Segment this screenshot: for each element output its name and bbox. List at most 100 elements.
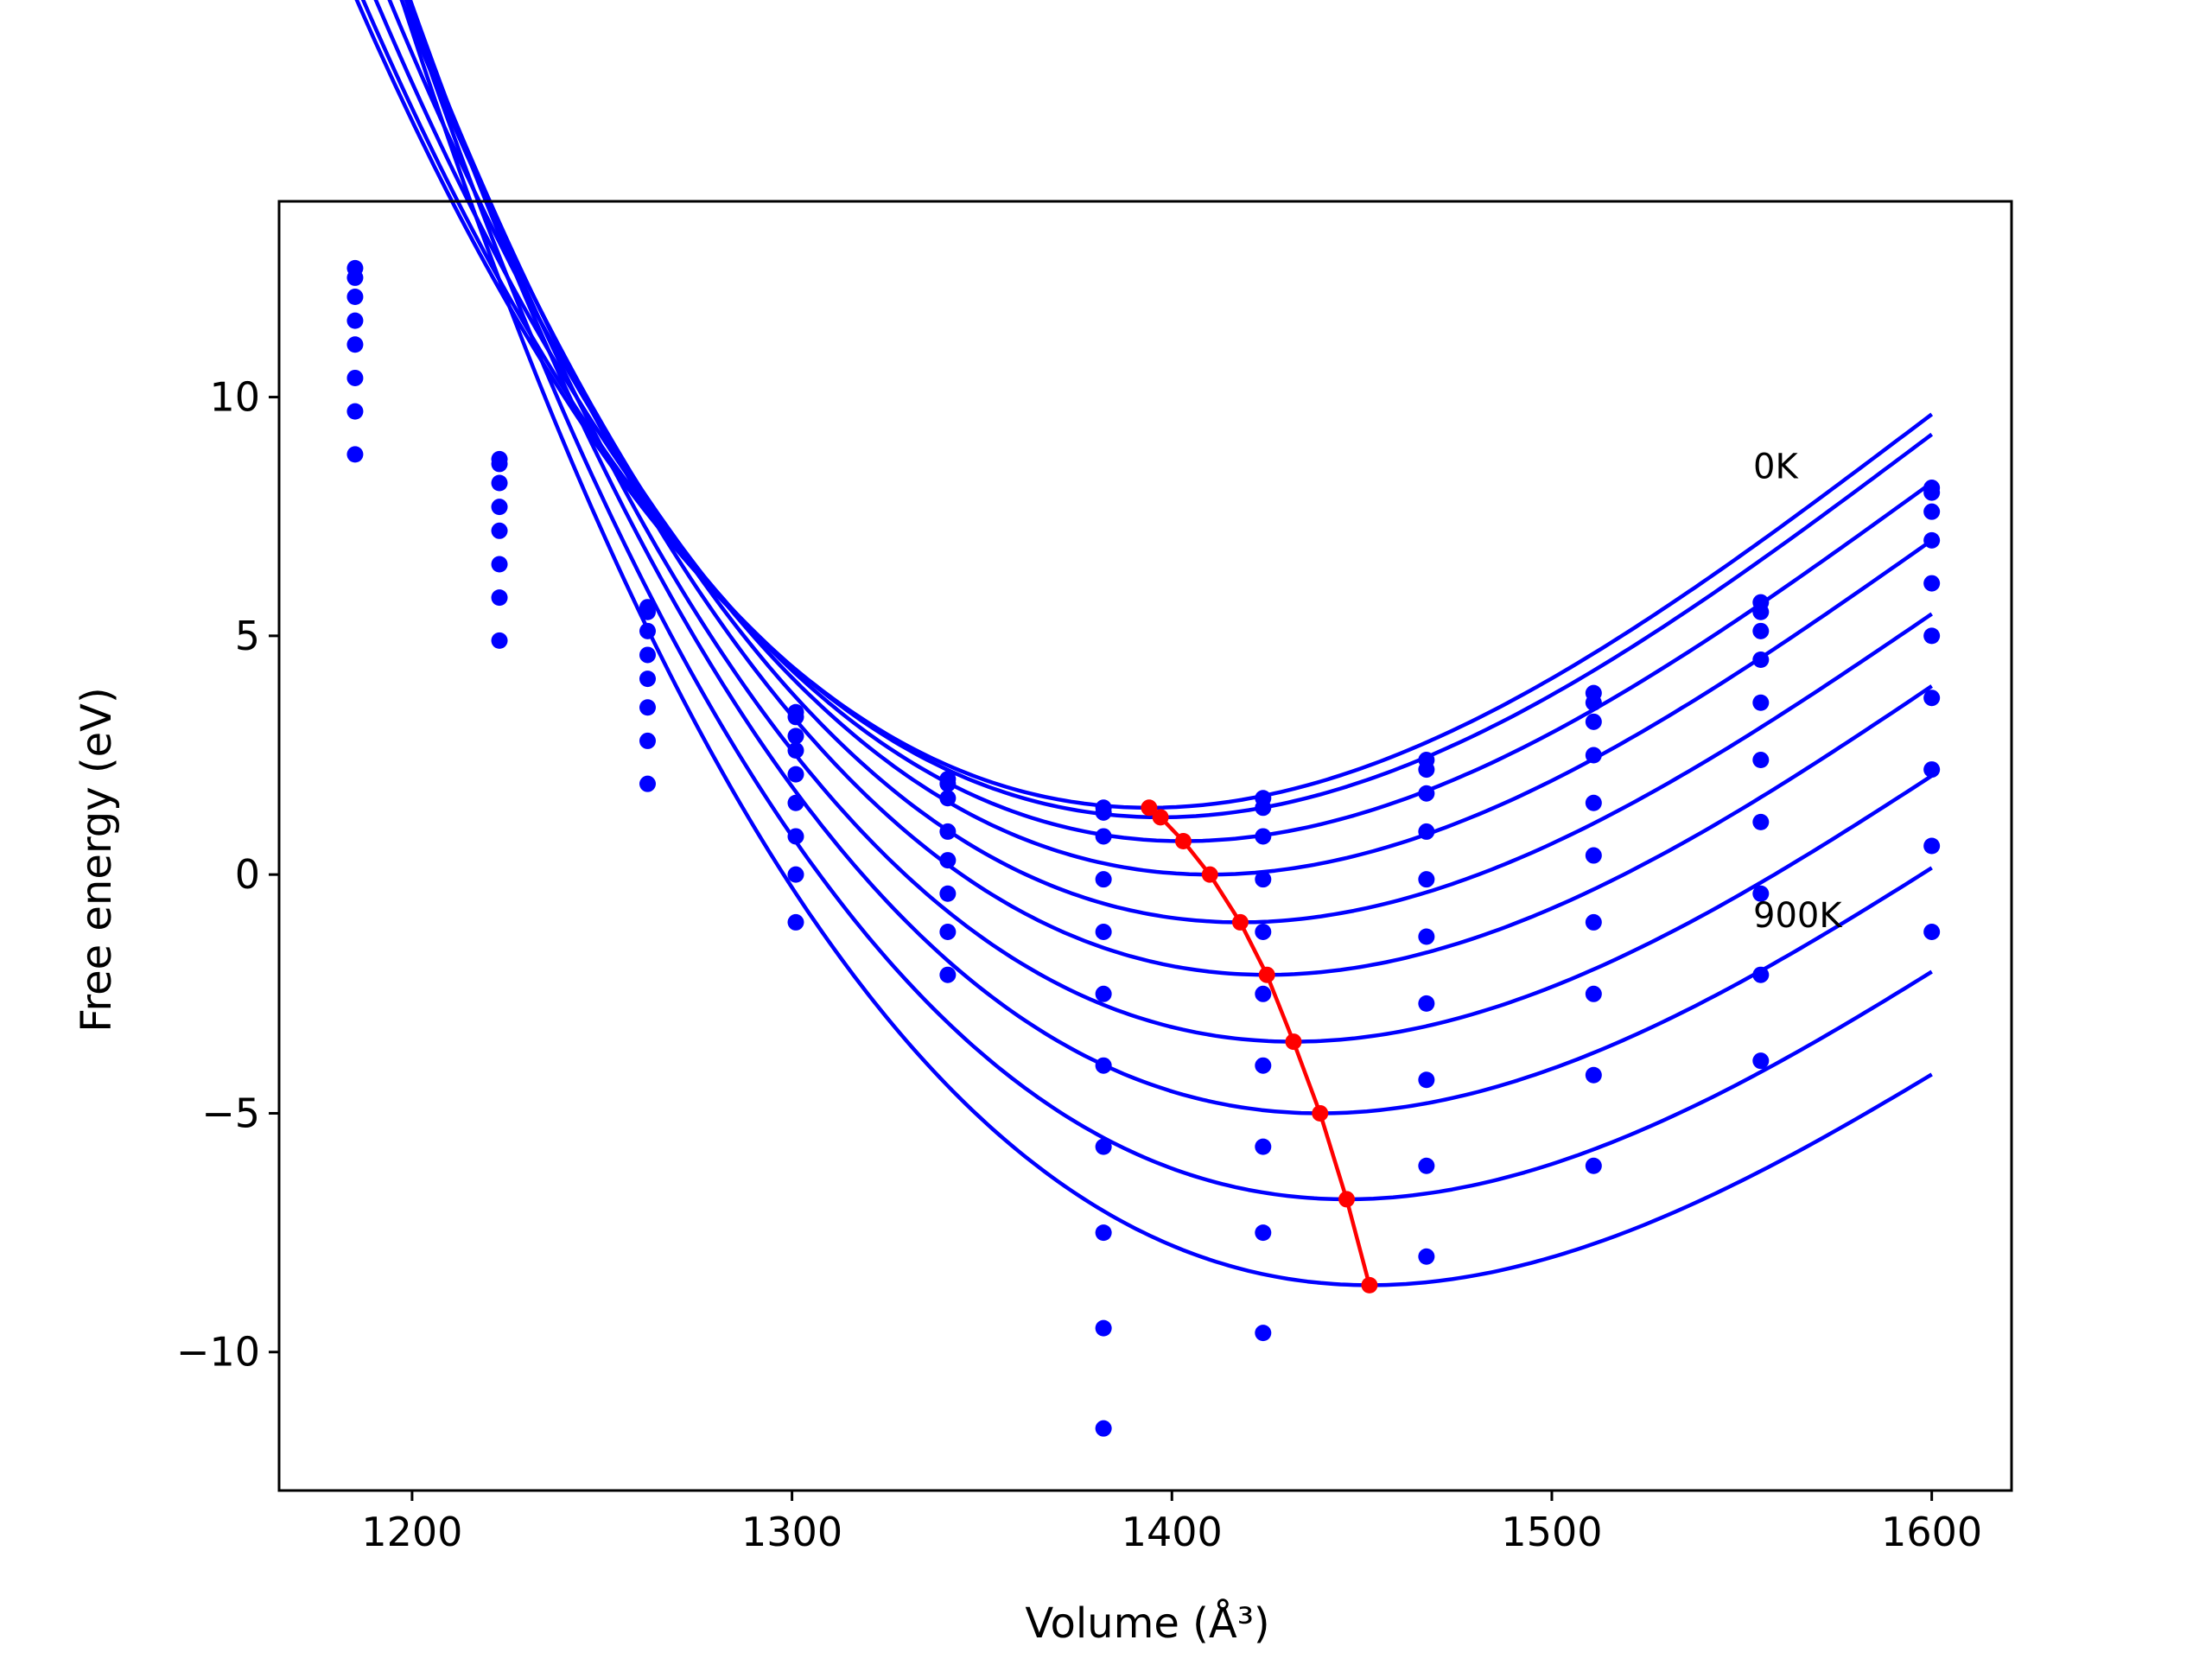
axes-frame [277,200,2013,1492]
data-point [346,269,364,286]
data-point [939,885,957,902]
data-point [1418,823,1435,840]
data-point [787,741,804,759]
minimum-point [1152,809,1169,826]
data-point [787,794,804,811]
data-point [346,446,364,463]
data-point [1095,985,1112,1002]
data-point [491,455,508,473]
minimum-point [1258,966,1275,983]
data-point [639,732,657,749]
minimum-point [1338,1191,1356,1208]
data-point [1752,603,1770,620]
data-point [1095,923,1112,940]
y-axis-ticks: −10 −5 0 5 10 [176,374,279,1376]
data-point [1585,694,1602,711]
data-point [1418,871,1435,888]
data-point [491,556,508,573]
data-point [346,312,364,329]
minimum-point [1285,1033,1302,1051]
data-point [1585,747,1602,764]
data-point [1752,694,1770,711]
fit-curve-4 [399,0,1933,925]
data-point [787,828,804,845]
fit-curve-2 [373,0,1934,843]
fit-curve-1 [360,0,1934,820]
data-point [1255,923,1272,940]
data-point [1418,995,1435,1012]
data-point [491,632,508,649]
y-tick-label: 5 [235,613,260,659]
data-point [1095,871,1112,888]
data-point [1585,1066,1602,1084]
fit-curve-5 [404,0,1933,977]
x-tick-label: 1600 [1881,1509,1982,1555]
data-point [1923,837,1941,855]
data-point [939,775,957,792]
data-point [1923,503,1941,520]
fit-curves [354,0,1934,1287]
data-point [1752,752,1770,769]
data-point [1752,813,1770,830]
x-axis-label: Volume (Å³) [1025,1599,1269,1648]
y-tick-label: 0 [235,851,260,898]
data-point [1095,1319,1112,1337]
fit-curve-9 [399,0,1933,1287]
data-point [1752,651,1770,668]
data-point [1923,761,1941,779]
data-point [1752,885,1770,902]
data-point [639,671,657,688]
data-point [1255,985,1272,1002]
x-tick-label: 1300 [741,1509,842,1555]
data-point [346,369,364,386]
data-point [639,775,657,792]
annotations: 0K 900K [1753,448,1843,936]
data-point [1255,799,1272,817]
data-point [1418,928,1435,945]
data-point [1255,1057,1272,1074]
annotation-label: 0K [1753,448,1799,487]
y-tick-label: −5 [201,1090,260,1136]
data-point [639,699,657,716]
data-point [939,966,957,983]
data-point [491,499,508,516]
minimum-point [1174,832,1192,849]
data-point [1255,1325,1272,1342]
data-point [787,913,804,931]
minimum-point [1231,913,1249,931]
data-point [639,603,657,620]
data-point [1923,575,1941,592]
x-tick-label: 1200 [361,1509,462,1555]
data-point [1418,785,1435,802]
x-tick-label: 1500 [1501,1509,1602,1555]
y-axis-label: Free energy (eV) [73,687,121,1032]
data-point [1585,847,1602,864]
data-point [787,866,804,883]
data-point [1095,1224,1112,1242]
data-point [1585,1157,1602,1174]
fit-curve-6 [406,0,1933,1044]
data-point [1255,871,1272,888]
data-point [1752,622,1770,639]
fit-curve-7 [408,0,1933,1116]
data-point [1255,1224,1272,1242]
data-point [1255,1138,1272,1155]
data-point [1418,761,1435,779]
data-point [787,728,804,745]
data-point [1585,985,1602,1002]
minimum-point [1141,799,1158,817]
data-point [1255,828,1272,845]
data-point [639,646,657,664]
data-point [1095,1057,1112,1074]
data-point [1095,1420,1112,1437]
minimum-curve [1141,799,1378,1294]
minimum-point [1201,866,1218,883]
data-point [346,289,364,306]
data-point [1923,627,1941,645]
minimum-line [1147,806,1372,1286]
data-point [1585,713,1602,730]
data-point [639,622,657,639]
data-point [939,790,957,807]
y-tick-label: 10 [209,374,260,421]
